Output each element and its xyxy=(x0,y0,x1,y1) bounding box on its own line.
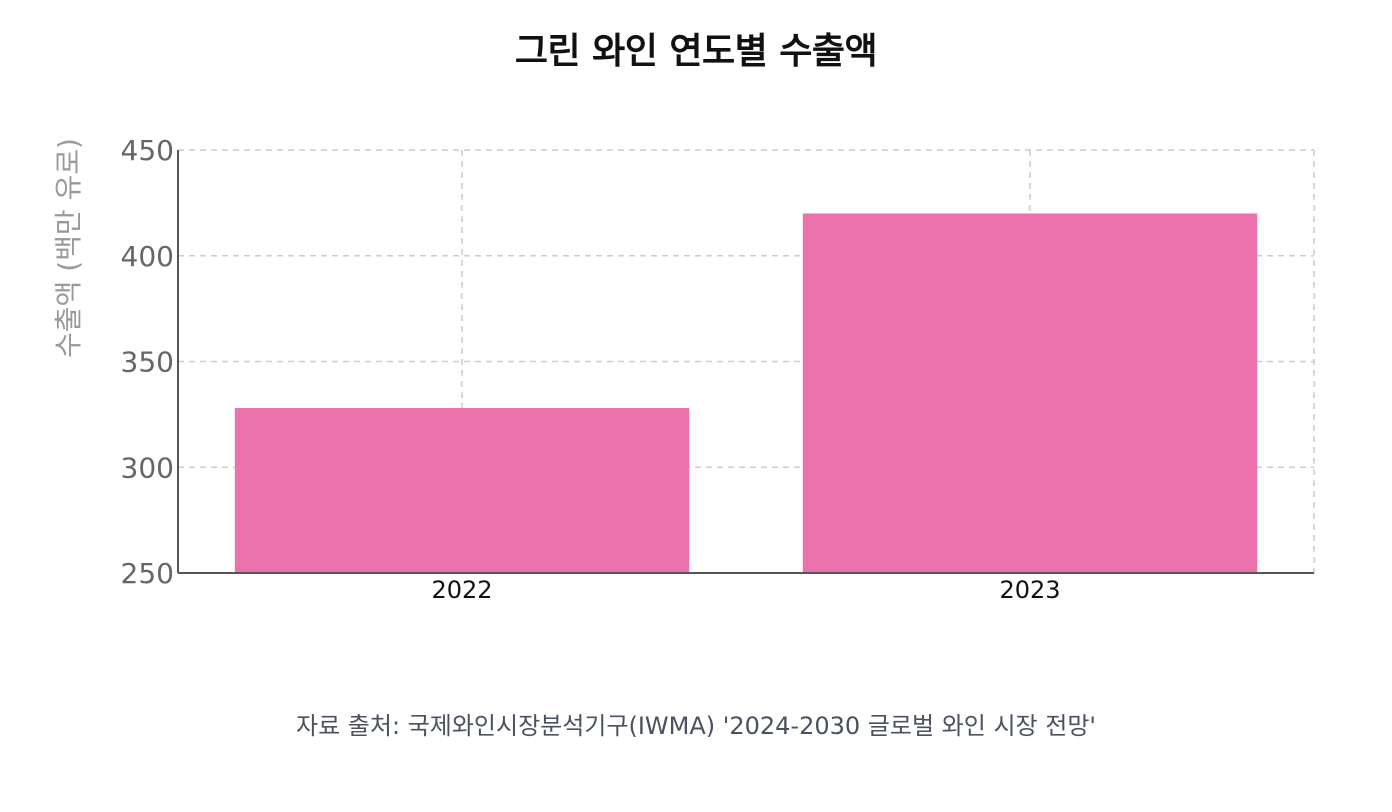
y-tick-label: 450 xyxy=(121,134,174,167)
x-tick-label: 2022 xyxy=(431,576,492,604)
y-tick-label: 300 xyxy=(121,451,174,484)
axes-layer xyxy=(177,150,1314,574)
y-tick-label: 250 xyxy=(121,557,174,590)
bar-2022 xyxy=(234,408,690,573)
y-tick-label: 350 xyxy=(121,346,174,379)
source-note: 자료 출처: 국제와인시장분석기구(IWMA) '2024-2030 글로벌 와… xyxy=(296,712,1096,740)
ticks-layer: 250 300 350 400 450 2022 2023 xyxy=(121,134,1061,604)
y-tick-label: 400 xyxy=(121,240,174,273)
chart-title: 그린 와인 연도별 수출액 xyxy=(514,31,878,72)
x-tick-label: 2023 xyxy=(999,576,1060,604)
bars-layer xyxy=(234,213,1258,573)
bar-2023 xyxy=(802,213,1258,573)
y-axis-title: 수출액 (백만 유로) xyxy=(52,138,85,358)
